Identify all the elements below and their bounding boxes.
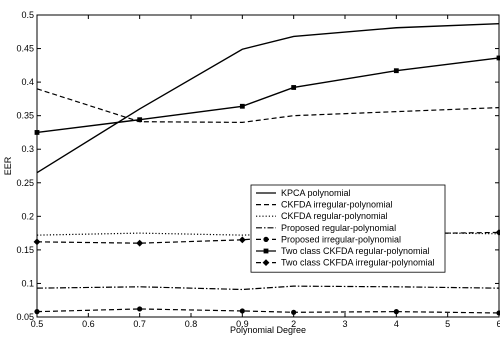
data-point-marker	[495, 229, 500, 236]
data-point-marker	[291, 85, 297, 90]
data-point-marker	[496, 55, 500, 61]
legend-box	[250, 184, 446, 273]
x-tick-label: 2	[291, 319, 296, 329]
x-tick-label: 0.8	[185, 319, 198, 329]
y-tick-label: 0.4	[21, 77, 34, 87]
x-tick-label: 0.5	[31, 319, 44, 329]
data-point-marker	[33, 238, 41, 246]
y-axis-title: EER	[3, 156, 13, 175]
y-tick-label: 0.3	[21, 144, 34, 154]
x-tick-label: 0.6	[82, 319, 95, 329]
x-tick-label: 5	[445, 319, 450, 329]
y-tick-label: 0.25	[16, 178, 34, 188]
x-tick-label: 0.7	[133, 319, 146, 329]
series-line	[36, 285, 500, 291]
y-tick-label: 0.45	[16, 44, 34, 54]
data-point-marker	[136, 239, 144, 247]
legend-entry-label: Two class CKFDA regular-polynomial	[281, 246, 430, 256]
y-tick-label: 0.2	[21, 211, 34, 221]
y-tick-label: 0.05	[16, 312, 34, 322]
series-line	[36, 23, 500, 174]
y-tick-label: 0.35	[16, 111, 34, 121]
data-point-marker	[137, 117, 143, 123]
y-tick-label: 0.5	[21, 10, 34, 20]
axes-frame	[36, 14, 500, 318]
legend-entry-label: Proposed regular-polynomial	[281, 223, 396, 233]
data-point-marker	[291, 309, 297, 315]
data-point-marker	[393, 68, 399, 74]
legend-entry-label: CKFDA irregular-polynomial	[281, 200, 393, 210]
plot-area: 0.05 0.1 0.15 0.2 0.25 0.3 0.35 0.4 0.45 0.5 0.5 0.…	[16, 10, 500, 329]
data-point-marker	[238, 236, 246, 244]
x-tick-label: 4	[394, 319, 399, 329]
y-tick-label: 0.15	[16, 245, 34, 255]
x-tick-label: 3	[342, 319, 347, 329]
series-line	[36, 88, 500, 123]
legend-marker	[263, 236, 269, 242]
x-axis-title: Polynomial Degree	[230, 325, 306, 335]
data-point-marker	[393, 309, 399, 315]
x-tick-label: 6	[496, 319, 500, 329]
legend-entry-label: KPCA polynomial	[281, 188, 351, 198]
series-line	[36, 308, 500, 314]
legend-marker	[262, 259, 270, 266]
data-point-marker	[496, 310, 500, 316]
data-point-marker	[34, 309, 40, 315]
y-tick-label: 0.1	[21, 278, 34, 288]
legend-marker	[263, 248, 269, 254]
legend-entry-label: Proposed irregular-polynomial	[281, 234, 401, 244]
legend-entry-label: CKFDA regular-polynomial	[281, 211, 388, 221]
legend-entry-label: Two class CKFDA irregular-polynomial	[281, 258, 435, 268]
data-point-marker	[34, 130, 40, 135]
series-line	[36, 57, 500, 134]
x-tick-label: 0.9	[236, 319, 249, 329]
data-point-marker	[239, 103, 245, 109]
data-point-marker	[239, 308, 245, 314]
data-point-marker	[137, 306, 143, 312]
